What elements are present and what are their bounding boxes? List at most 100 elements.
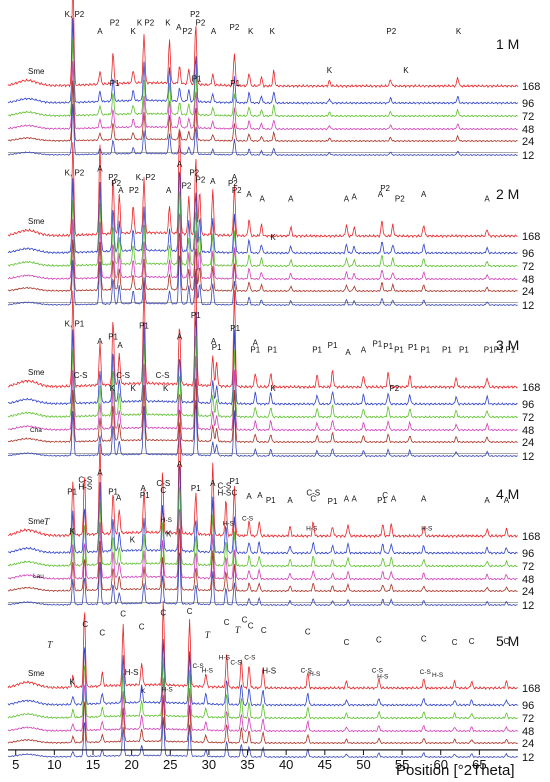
peak-label: C bbox=[139, 622, 145, 631]
peak-label: P2 bbox=[190, 10, 200, 19]
x-tick-label: 60 bbox=[433, 757, 447, 772]
peak-label: C bbox=[187, 607, 193, 616]
series-label: 24 bbox=[522, 738, 534, 750]
peak-label: C bbox=[82, 620, 88, 629]
peak-label: K, P1 bbox=[65, 320, 85, 329]
peak-label: P1 bbox=[442, 345, 452, 354]
peak-label: A bbox=[118, 186, 124, 195]
peak-label: C-S bbox=[301, 667, 313, 674]
series-line bbox=[7, 717, 518, 759]
peak-label: A bbox=[211, 337, 217, 346]
peak-label: P1 bbox=[108, 488, 118, 497]
peak-label: H-S bbox=[125, 668, 139, 677]
x-tick-label: 20 bbox=[124, 757, 138, 772]
peak-label: H-S bbox=[78, 482, 92, 491]
series-label: 72 bbox=[522, 713, 534, 725]
peak-label: P2 bbox=[389, 384, 399, 393]
peak-label: P1 bbox=[394, 345, 404, 354]
peak-label: C bbox=[160, 609, 166, 618]
peak-label: K bbox=[403, 66, 409, 75]
peak-label: H-S bbox=[309, 671, 321, 678]
series-line bbox=[7, 0, 518, 89]
peak-label: P1 bbox=[67, 488, 77, 497]
peak-label: A bbox=[504, 496, 510, 505]
peak-label: P1 bbox=[377, 496, 387, 505]
peak-label: P1 bbox=[459, 345, 469, 354]
peak-label: A bbox=[211, 27, 217, 36]
peak-label: A bbox=[378, 190, 384, 199]
series-line bbox=[7, 378, 518, 444]
peak-label: K bbox=[270, 27, 276, 36]
series-label: 72 bbox=[522, 561, 534, 573]
peak-label: A bbox=[484, 496, 490, 505]
peak-label: A bbox=[176, 23, 182, 32]
peak-label: C-S bbox=[306, 488, 320, 497]
peak-label: P1 bbox=[230, 79, 240, 88]
sme-label: Sme bbox=[28, 217, 45, 226]
peak-label: P2 bbox=[108, 173, 118, 182]
peak-label: H-S bbox=[262, 666, 276, 675]
peak-label: P1 bbox=[192, 75, 202, 84]
peak-label: A bbox=[344, 194, 350, 203]
series-line bbox=[8, 269, 518, 390]
peak-label: A bbox=[344, 494, 350, 503]
peak-label: C bbox=[452, 638, 458, 647]
x-tick-label: 30 bbox=[202, 757, 216, 772]
peak-label: A bbox=[421, 190, 427, 199]
sme-label: Sme bbox=[28, 517, 45, 526]
series-label: 168 bbox=[522, 531, 540, 543]
series-line bbox=[7, 528, 518, 593]
peak-label: C-S bbox=[420, 669, 432, 676]
x-tick-label: 35 bbox=[240, 757, 254, 772]
peak-label: A bbox=[253, 339, 259, 348]
peak-label: P2 bbox=[196, 19, 206, 28]
peak-label: K bbox=[69, 527, 75, 536]
series-label: 12 bbox=[522, 600, 534, 612]
series-line bbox=[7, 355, 518, 432]
series-label: 48 bbox=[522, 726, 534, 738]
x-tick-label: 45 bbox=[318, 757, 332, 772]
peak-label: T bbox=[205, 630, 211, 640]
series-line bbox=[7, 232, 518, 293]
peak-label: C-S bbox=[156, 371, 170, 380]
peak-label: C-S bbox=[372, 667, 384, 674]
peak-label: K bbox=[131, 384, 137, 393]
series-label: 96 bbox=[522, 248, 534, 260]
peak-label: K, P2 bbox=[65, 10, 85, 19]
peak-label: K bbox=[110, 384, 116, 393]
peak-label: A bbox=[246, 492, 252, 501]
peak-label: C bbox=[421, 635, 427, 644]
peak-label: P1 bbox=[494, 345, 504, 354]
peak-label: C bbox=[120, 610, 126, 619]
series-line bbox=[7, 508, 518, 581]
peak-label: K bbox=[163, 384, 169, 393]
peak-label: P2 bbox=[182, 182, 192, 191]
peak-label: P1 bbox=[267, 345, 277, 354]
x-axis-label: Position [°2Theta] bbox=[396, 762, 515, 779]
peak-label: P1 bbox=[266, 496, 276, 505]
panel-label: 4 M bbox=[496, 486, 519, 502]
peak-label: C-S bbox=[156, 479, 170, 488]
peak-label: P2 bbox=[395, 194, 405, 203]
sme-label: Sme bbox=[28, 368, 45, 377]
peak-label: T bbox=[44, 517, 50, 527]
peak-label: C-S bbox=[116, 371, 130, 380]
peak-label: A bbox=[391, 494, 397, 503]
peak-label: P1 bbox=[312, 345, 322, 354]
series-label: 48 bbox=[522, 274, 534, 286]
series-line bbox=[7, 638, 518, 707]
peak-label: H-S bbox=[377, 674, 389, 681]
series-label: 48 bbox=[522, 124, 534, 136]
series-label: 48 bbox=[522, 574, 534, 586]
peak-label: H-S bbox=[219, 655, 231, 662]
peak-label: A bbox=[232, 173, 238, 182]
peak-label: P1 bbox=[420, 345, 430, 354]
x-tick-label: 15 bbox=[86, 757, 100, 772]
peak-label: P1 bbox=[372, 339, 382, 348]
series-label: 168 bbox=[522, 231, 540, 243]
x-tick-label: 25 bbox=[163, 757, 177, 772]
series-label: 24 bbox=[522, 136, 534, 148]
peak-label: K, P2 bbox=[136, 173, 156, 182]
